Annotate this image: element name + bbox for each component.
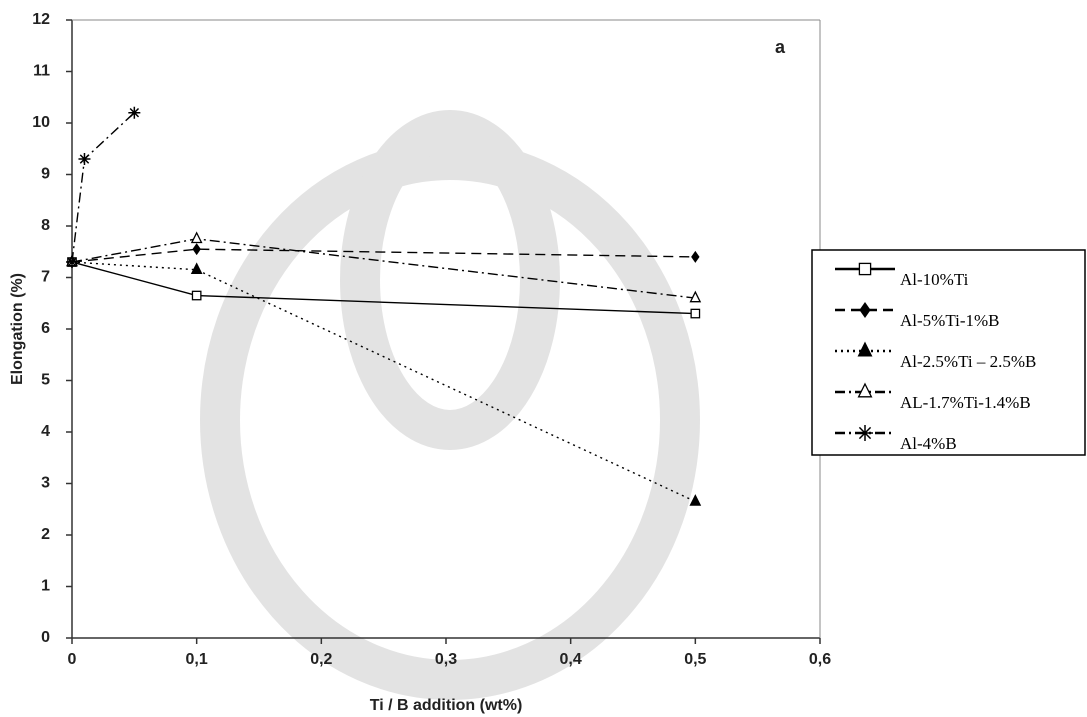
- y-tick-label: 4: [41, 423, 50, 440]
- y-axis-title: Elongation (%): [9, 273, 26, 385]
- chart: a Ti / B addition (wt%) Elongation (%) 0…: [0, 0, 1087, 717]
- marker: [128, 107, 140, 119]
- y-tick-label: 5: [41, 372, 50, 389]
- x-tick-label: 0,3: [435, 651, 457, 668]
- marker: [691, 309, 699, 317]
- legend-label: Al-4%B: [900, 434, 957, 453]
- x-tick-label: 0: [68, 651, 77, 668]
- x-tick-label: 0,6: [809, 651, 831, 668]
- y-tick-label: 6: [41, 320, 50, 337]
- legend-label: Al-5%Ti-1%B: [900, 311, 1000, 330]
- marker: [859, 263, 870, 274]
- y-tick-label: 11: [33, 63, 50, 80]
- x-tick-label: 0,5: [684, 651, 706, 668]
- y-tick-label: 9: [41, 166, 50, 183]
- y-tick-label: 7: [41, 269, 50, 286]
- annotation: a: [775, 37, 786, 57]
- marker: [78, 153, 90, 165]
- x-tick-label: 0,4: [560, 651, 582, 668]
- legend-label: AL-1.7%Ti-1.4%B: [900, 393, 1031, 412]
- y-tick-label: 12: [32, 11, 50, 28]
- marker: [857, 425, 873, 441]
- y-tick-label: 0: [41, 629, 50, 646]
- y-tick-label: 10: [32, 114, 50, 131]
- legend-label: Al-10%Ti: [900, 270, 969, 289]
- y-tick-label: 8: [41, 217, 50, 234]
- y-tick-label: 3: [41, 475, 50, 492]
- legend-label: Al-2.5%Ti – 2.5%B: [900, 352, 1036, 371]
- x-axis-title: Ti / B addition (wt%): [370, 697, 523, 714]
- y-tick-label: 2: [41, 526, 50, 543]
- marker: [192, 291, 200, 299]
- x-tick-label: 0,2: [310, 651, 332, 668]
- x-tick-label: 0,1: [186, 651, 208, 668]
- y-tick-label: 1: [41, 578, 50, 595]
